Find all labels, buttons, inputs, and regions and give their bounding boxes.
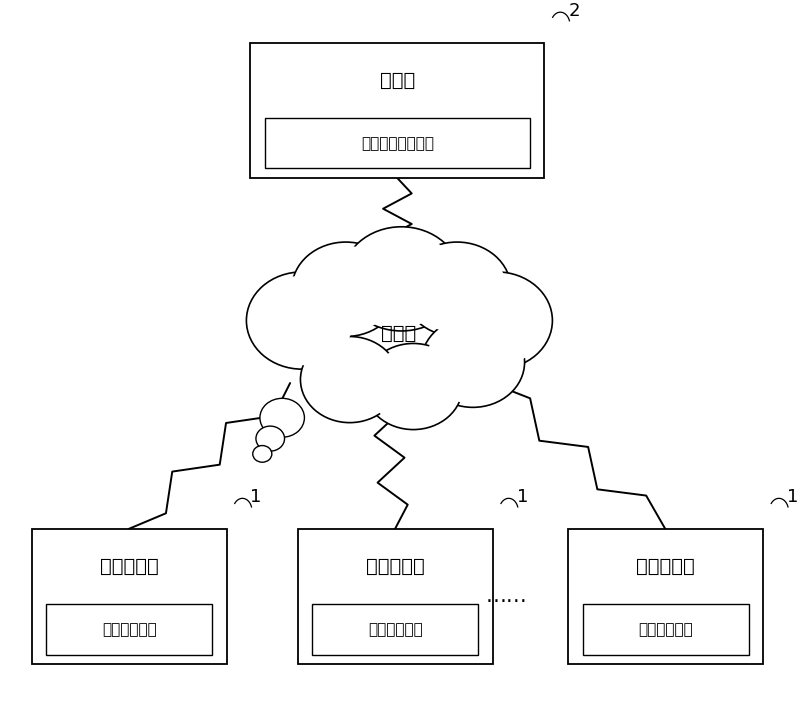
Circle shape	[422, 317, 525, 407]
Text: 电话机终端: 电话机终端	[636, 557, 695, 576]
Circle shape	[342, 227, 461, 331]
FancyBboxPatch shape	[568, 529, 763, 664]
Text: 电话机终端: 电话机终端	[100, 557, 158, 576]
Circle shape	[292, 242, 400, 337]
Text: 2: 2	[568, 2, 580, 20]
Text: 1: 1	[787, 488, 798, 506]
Circle shape	[346, 231, 456, 327]
Text: 电话机终端: 电话机终端	[366, 557, 425, 576]
Text: 绂端信令平台: 绂端信令平台	[638, 622, 693, 637]
Circle shape	[407, 246, 506, 333]
Circle shape	[441, 272, 553, 369]
Circle shape	[246, 272, 358, 369]
Text: 1: 1	[250, 488, 262, 506]
Circle shape	[246, 272, 358, 369]
Circle shape	[292, 242, 400, 337]
Text: 终端信令平台: 终端信令平台	[102, 622, 157, 637]
Text: 运营设备信令平台: 运营设备信令平台	[361, 136, 434, 151]
Circle shape	[364, 343, 462, 429]
Circle shape	[342, 227, 461, 331]
Text: ……: ……	[486, 586, 527, 606]
Circle shape	[422, 317, 525, 407]
Circle shape	[256, 426, 285, 451]
FancyBboxPatch shape	[32, 529, 226, 664]
Circle shape	[403, 242, 511, 337]
Circle shape	[260, 398, 305, 437]
Circle shape	[446, 276, 548, 365]
Text: 绂端信令平台: 绂端信令平台	[368, 622, 423, 637]
Circle shape	[301, 337, 399, 423]
Circle shape	[251, 276, 354, 365]
FancyBboxPatch shape	[46, 604, 212, 654]
Circle shape	[253, 445, 272, 462]
FancyBboxPatch shape	[582, 604, 749, 654]
Text: 1: 1	[517, 488, 528, 506]
Circle shape	[296, 246, 395, 333]
Circle shape	[403, 242, 511, 337]
FancyBboxPatch shape	[312, 604, 478, 654]
FancyBboxPatch shape	[265, 119, 530, 169]
Circle shape	[426, 321, 521, 404]
Circle shape	[301, 337, 399, 423]
Circle shape	[364, 343, 462, 429]
Circle shape	[441, 272, 553, 369]
FancyBboxPatch shape	[250, 43, 545, 178]
Text: 运营端: 运营端	[380, 71, 415, 90]
Circle shape	[368, 347, 458, 426]
Circle shape	[304, 340, 395, 419]
FancyBboxPatch shape	[298, 529, 493, 664]
Text: 互联网: 互联网	[382, 323, 417, 342]
